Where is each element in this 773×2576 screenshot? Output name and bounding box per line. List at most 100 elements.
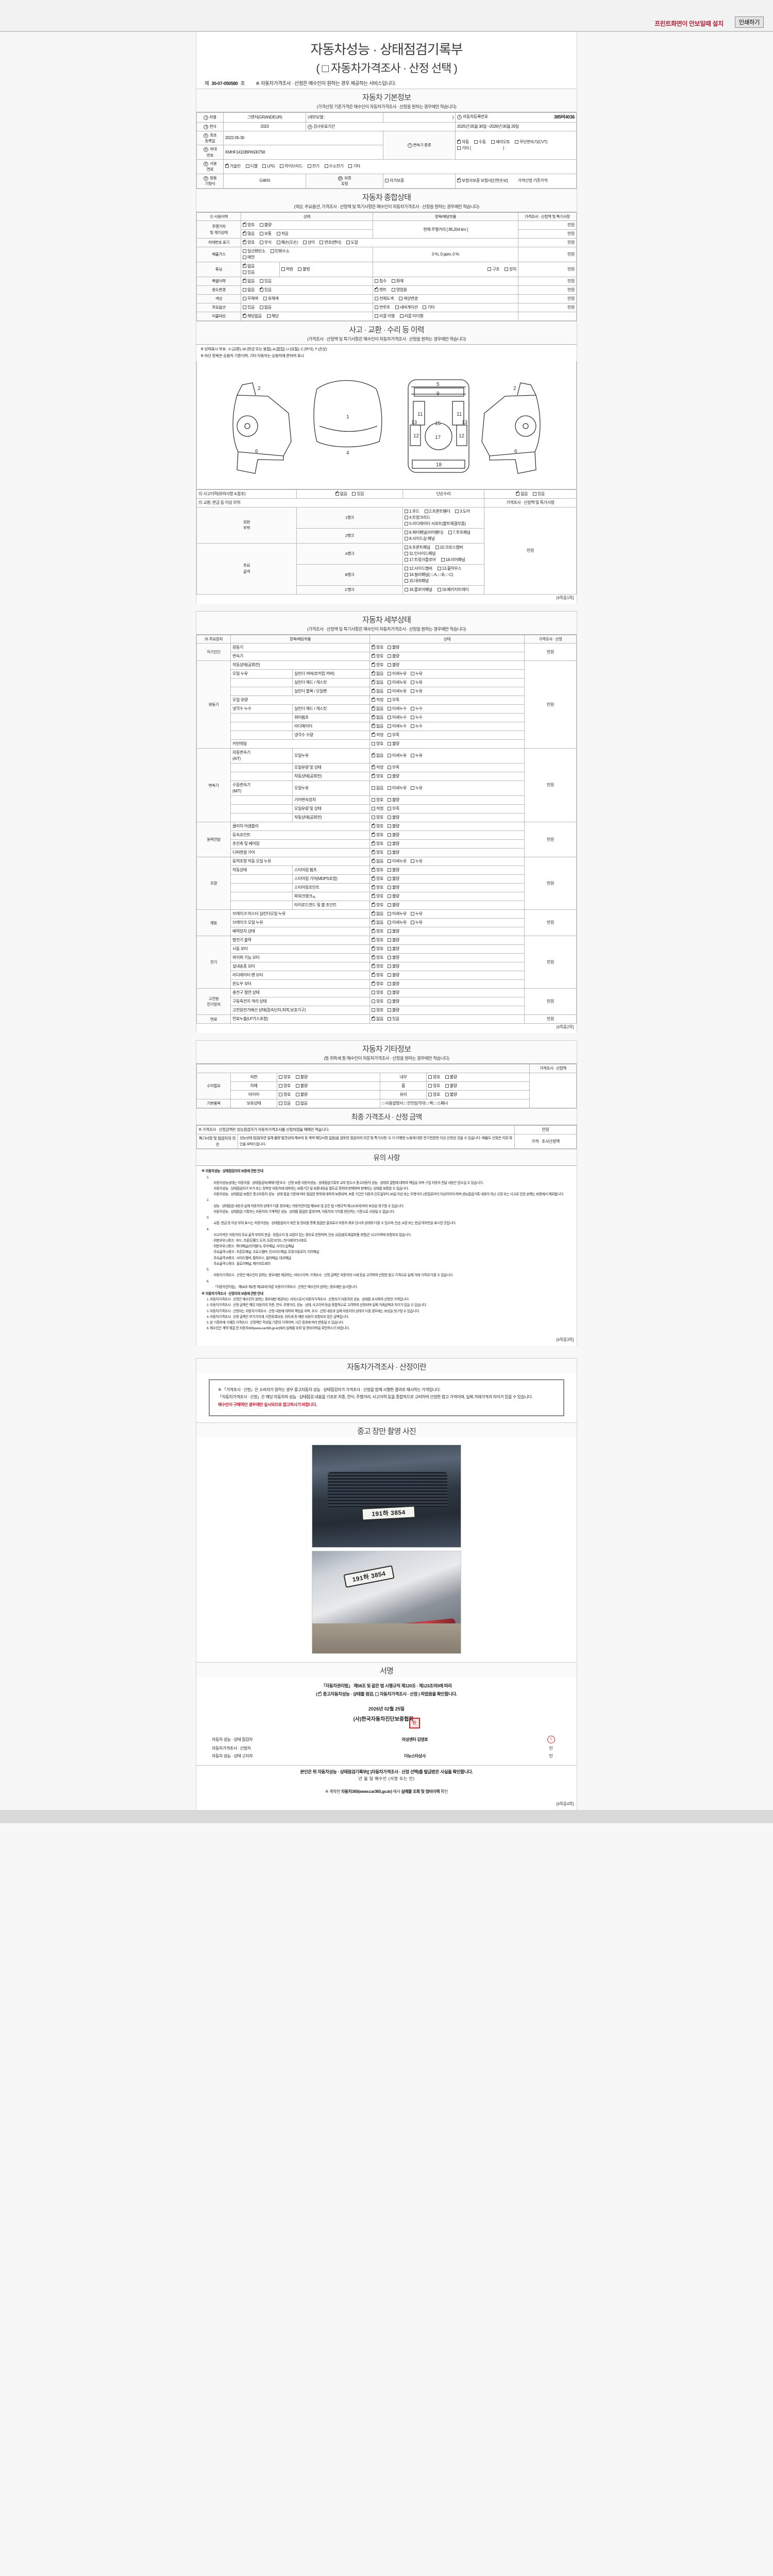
detail-opt-없음[interactable]: 없음 — [372, 705, 383, 712]
etc-cell-outer-options[interactable]: 양호 불량 — [277, 1072, 380, 1082]
color-opt-achromatic[interactable]: 무채색 — [243, 296, 258, 302]
detail-state-options[interactable]: 양호 불량 — [369, 997, 525, 1007]
simple-opt-none[interactable]: 없음 — [516, 490, 528, 497]
part-dash-panel[interactable]: 15.대쉬패널 — [405, 578, 429, 584]
accident-opt-none[interactable]: 없음 — [335, 490, 347, 497]
special-opt-none[interactable]: 없음 — [243, 278, 255, 284]
mileage-opt-good[interactable]: 양호 — [243, 222, 255, 228]
detail-opt-부족[interactable]: 부족 — [387, 806, 399, 812]
vinmark-opt-damage[interactable]: 훼손(오손) — [276, 240, 298, 246]
part-floor-panel[interactable]: 16.플로어패널 — [405, 587, 432, 593]
usage-opt-exists[interactable]: 있음 — [259, 286, 272, 293]
rank-b-items[interactable]: 12.사이드멤버 13.휠하우스 14.필러패널( □ A, □ B, □ C)… — [402, 564, 484, 586]
simple-repair-options[interactable]: 없음 있음 — [484, 489, 577, 499]
detail-opt-양호[interactable]: 양호 — [372, 980, 383, 987]
detail-opt-불량[interactable]: 불량 — [387, 741, 399, 747]
emission-opt-hc[interactable]: 탄화수소 — [270, 248, 290, 255]
detail-opt-있음[interactable]: 있음 — [387, 1016, 399, 1022]
transmission-other-row[interactable]: 기타 ( ) — [457, 145, 575, 151]
detail-state-options[interactable]: 양호 불량 — [369, 652, 525, 662]
usage-opt-commercial[interactable]: 영업용 — [391, 287, 407, 293]
special-opt-exists[interactable]: 있음 — [259, 278, 272, 284]
detail-state-options[interactable]: 양호 불량 — [369, 927, 525, 937]
detail-opt-양호[interactable]: 양호 — [372, 893, 383, 900]
rank-c-items[interactable]: 16.플로어패널 19.패키지트레이 — [402, 585, 484, 595]
detail-opt-없음[interactable]: 없음 — [372, 714, 383, 721]
etc-hold-no[interactable]: 없음 — [295, 1100, 308, 1107]
usage-opt-rent[interactable]: 렌트 — [375, 286, 386, 293]
part-roof-panel[interactable]: 7.루프패널 — [448, 530, 470, 536]
emission-opt-smoke[interactable]: 매연 — [243, 255, 255, 261]
mileage-state-options[interactable]: 양호 불량 — [241, 221, 373, 230]
tuning-legality-options[interactable]: 적법 불법 — [279, 262, 373, 277]
detail-opt-양호[interactable]: 양호 — [372, 662, 383, 668]
etc-cell-chassis-options[interactable]: 양호 불량 — [277, 1081, 380, 1091]
detail-state-options[interactable]: 양호 불량 — [369, 979, 525, 989]
detail-opt-양호[interactable]: 양호 — [372, 902, 383, 908]
detail-state-options[interactable]: 양호 불량 — [369, 739, 525, 749]
tuning-opt-exists[interactable]: 있음 — [243, 269, 255, 276]
part-quarter-panel[interactable]: 6.쿼터패널(리어휀다) — [405, 530, 443, 536]
cell-warranty-insurer[interactable]: 보험사보증 보험사[신한손보] 가격산정 기준가격 — [455, 173, 577, 189]
special-history-detail[interactable]: 침수 화재 — [373, 277, 518, 286]
etc-glass-bad[interactable]: 불량 — [445, 1092, 457, 1098]
detail-opt-미세누유[interactable]: 미세누유 — [387, 911, 407, 917]
etc-outer-good[interactable]: 양호 — [279, 1074, 291, 1080]
color-options[interactable]: 무채색 유채색 — [241, 294, 373, 304]
part-front-fender[interactable]: 2.프론트휀더 — [424, 509, 450, 515]
detail-opt-양호[interactable]: 양호 — [372, 815, 383, 821]
detail-state-options[interactable]: 적정 부족 — [369, 696, 525, 705]
usage-opt-none[interactable]: 없음 — [243, 287, 255, 293]
etc-hold-yes[interactable]: 있음 — [279, 1100, 291, 1107]
detail-opt-적정[interactable]: 적정 — [372, 806, 383, 812]
part-package-tray[interactable]: 19.패키지트레이 — [437, 587, 469, 593]
special-opt-fire[interactable]: 화재 — [391, 278, 404, 284]
detail-opt-미세누유[interactable]: 미세누유 — [387, 671, 407, 677]
detail-opt-불량[interactable]: 불량 — [387, 773, 399, 779]
detail-opt-누유[interactable]: 누유 — [410, 671, 423, 677]
vinmark-opt-corrosion[interactable]: 부식 — [259, 240, 272, 246]
etc-cell-wheel-options[interactable]: 양호 불량 — [426, 1081, 530, 1091]
detail-opt-적정[interactable]: 적정 — [372, 764, 383, 771]
detail-opt-없음[interactable]: 없음 — [372, 919, 383, 926]
detail-state-options[interactable]: 양호 불량 — [369, 660, 525, 670]
part-inside-panel[interactable]: 11.인사이드패널 — [405, 551, 435, 557]
detail-state-options[interactable]: 양호 불량 — [369, 962, 525, 972]
detail-opt-불량[interactable]: 불량 — [387, 797, 399, 803]
etc-inner-bad[interactable]: 불량 — [445, 1074, 457, 1080]
detail-state-options[interactable]: 적정 부족 — [369, 804, 525, 814]
options-opt-navigation[interactable]: 네비게이션 — [395, 304, 418, 311]
fuel-opt-other[interactable]: 기타 — [348, 163, 360, 170]
tuning-opt-none[interactable]: 없음 — [243, 263, 255, 269]
detail-opt-누수[interactable]: 누수 — [410, 723, 423, 730]
detail-opt-불량[interactable]: 불량 — [387, 815, 399, 821]
transmission-opt-cvt[interactable]: 무단변속기(CVT) — [515, 139, 548, 145]
detail-opt-불량[interactable]: 불량 — [387, 645, 399, 651]
mileage-amount-options[interactable]: 많음 보통 적음 — [241, 229, 373, 239]
etc-basic-items-extra[interactable]: □ 사용설명서 □ 안전삼각대 □ 잭 □ 스패너 — [379, 1098, 530, 1108]
detail-opt-불량[interactable]: 불량 — [387, 662, 399, 668]
tuning-opt-structure[interactable]: 구조 — [488, 266, 500, 273]
detail-state-options[interactable]: 양호 불량 — [369, 813, 525, 823]
detail-opt-불량[interactable]: 불량 — [387, 653, 399, 659]
emission-options[interactable]: 일산화탄소 탄화수소 매연 — [241, 247, 373, 263]
detail-opt-양호[interactable]: 양호 — [372, 653, 383, 659]
checkbox-price-survey[interactable] — [375, 1692, 379, 1697]
simple-opt-exists[interactable]: 있음 — [532, 491, 545, 497]
detail-opt-불량[interactable]: 불량 — [387, 981, 399, 987]
etc-wheel-bad[interactable]: 불량 — [445, 1083, 457, 1089]
options-opt-none[interactable]: 없음 — [259, 304, 272, 311]
recall-opt-applicable[interactable]: 해당 — [266, 313, 279, 319]
fuel-opt-hydrogen[interactable]: 수소전기 — [324, 163, 344, 170]
etc-cell-glass-options[interactable]: 양호 불량 — [426, 1090, 530, 1099]
detail-opt-불량[interactable]: 불량 — [387, 955, 399, 961]
detail-opt-부족[interactable]: 부족 — [387, 732, 399, 738]
etc-cell-tire-options[interactable]: 양호 불량 — [277, 1090, 380, 1099]
fuel-opt-lpg[interactable]: LPG — [262, 163, 275, 170]
detail-opt-양호[interactable]: 양호 — [372, 741, 383, 747]
detail-opt-미세누수[interactable]: 미세누수 — [387, 715, 407, 721]
rank-a-items[interactable]: 9.프론트패널 10.크로스멤버 11.인사이드패널 17.트렁크플로어 18.… — [402, 543, 484, 565]
